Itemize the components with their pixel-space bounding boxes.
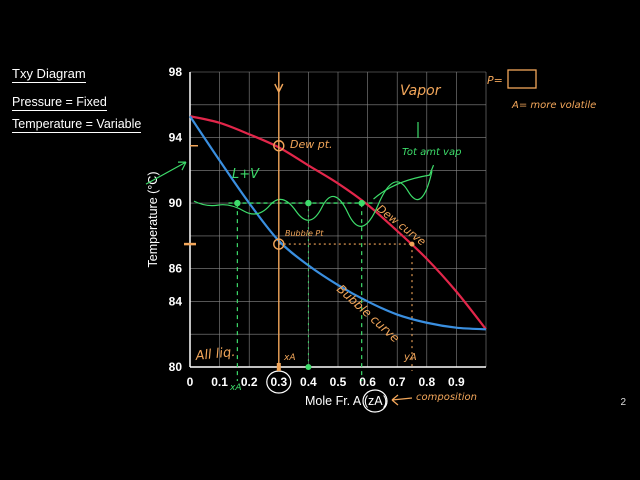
- lv-bracket: [193, 170, 433, 227]
- diagram-title: Txy Diagram: [12, 66, 86, 83]
- composition-arrow: [391, 394, 413, 406]
- x-tick-label: 0.5: [330, 375, 347, 389]
- dew-point-marker: [273, 140, 285, 152]
- y-tick-label: 94: [169, 131, 183, 145]
- x-tick-label: 0.3: [270, 375, 287, 389]
- y-tick-label: 98: [169, 65, 183, 79]
- bubble-curve-line: [189, 115, 487, 331]
- tot-amt-vap-label: Tot amt vap: [402, 147, 461, 158]
- more-volatile-label: A= more volatile: [511, 100, 596, 111]
- x-tick-label: 0: [187, 375, 194, 389]
- xa-left-label: xA: [229, 383, 241, 393]
- composition-label: composition: [416, 392, 477, 403]
- margin-arrow: [145, 161, 187, 185]
- xa-mid-label: xA: [283, 353, 295, 363]
- y-axis-title: Temperature (°C): [146, 172, 160, 268]
- x-axis-title-var: zA: [368, 394, 383, 408]
- vapor-label: Vapor: [400, 83, 442, 99]
- chart-grid: [189, 71, 487, 368]
- temperature-variable-label: Temperature = Variable: [12, 117, 142, 133]
- y-tick-label: 80: [169, 360, 183, 374]
- pressure-label: P=: [487, 74, 503, 87]
- chart-series: [189, 115, 487, 331]
- x-tick-label: 0.7: [389, 375, 406, 389]
- feed-axis-marker: [276, 363, 281, 371]
- slide-number: 2: [620, 397, 626, 408]
- chart-axes: 0 0.1 0.2 0.3 0.4 0.5 0.6 0.7 0.8 0.9 80 84 86 90 94 98…: [146, 65, 486, 408]
- x-tick-label: 0.2: [241, 375, 258, 389]
- pressure-fixed-label: Pressure = Fixed: [12, 95, 107, 111]
- x-tick-label: 0.6: [359, 375, 376, 389]
- l-plus-v-label: L+V: [232, 167, 260, 182]
- tot-amt-vap-arrow: [373, 164, 435, 200]
- x-axis-title-close: ): [383, 394, 387, 408]
- pressure-box: [507, 69, 537, 89]
- ya-label: yA: [403, 352, 417, 363]
- bubble-point-label: Bubble Pt: [285, 229, 324, 238]
- x-tick-label: 0.1: [211, 375, 228, 389]
- dew-curve-label: Dew curve: [374, 202, 428, 248]
- x-tick-label: 0.8: [418, 375, 435, 389]
- y-tick-label: 90: [169, 196, 183, 210]
- za-circle: [362, 389, 388, 413]
- dew-point-label: Dew pt.: [290, 138, 333, 151]
- dew-curve-line: [189, 115, 487, 330]
- y-tick-label: 86: [169, 262, 183, 276]
- overall-composition-point: [305, 364, 312, 370]
- y-tick-label: 84: [169, 294, 183, 308]
- all-liquid-label: All liq.: [194, 345, 236, 364]
- x-tick-label: 0.4: [300, 375, 317, 389]
- x-tick-label: 0.9: [448, 375, 465, 389]
- x-axis-title: Mole Fr. A (: [305, 394, 369, 408]
- feed-arrow-top: [274, 83, 284, 94]
